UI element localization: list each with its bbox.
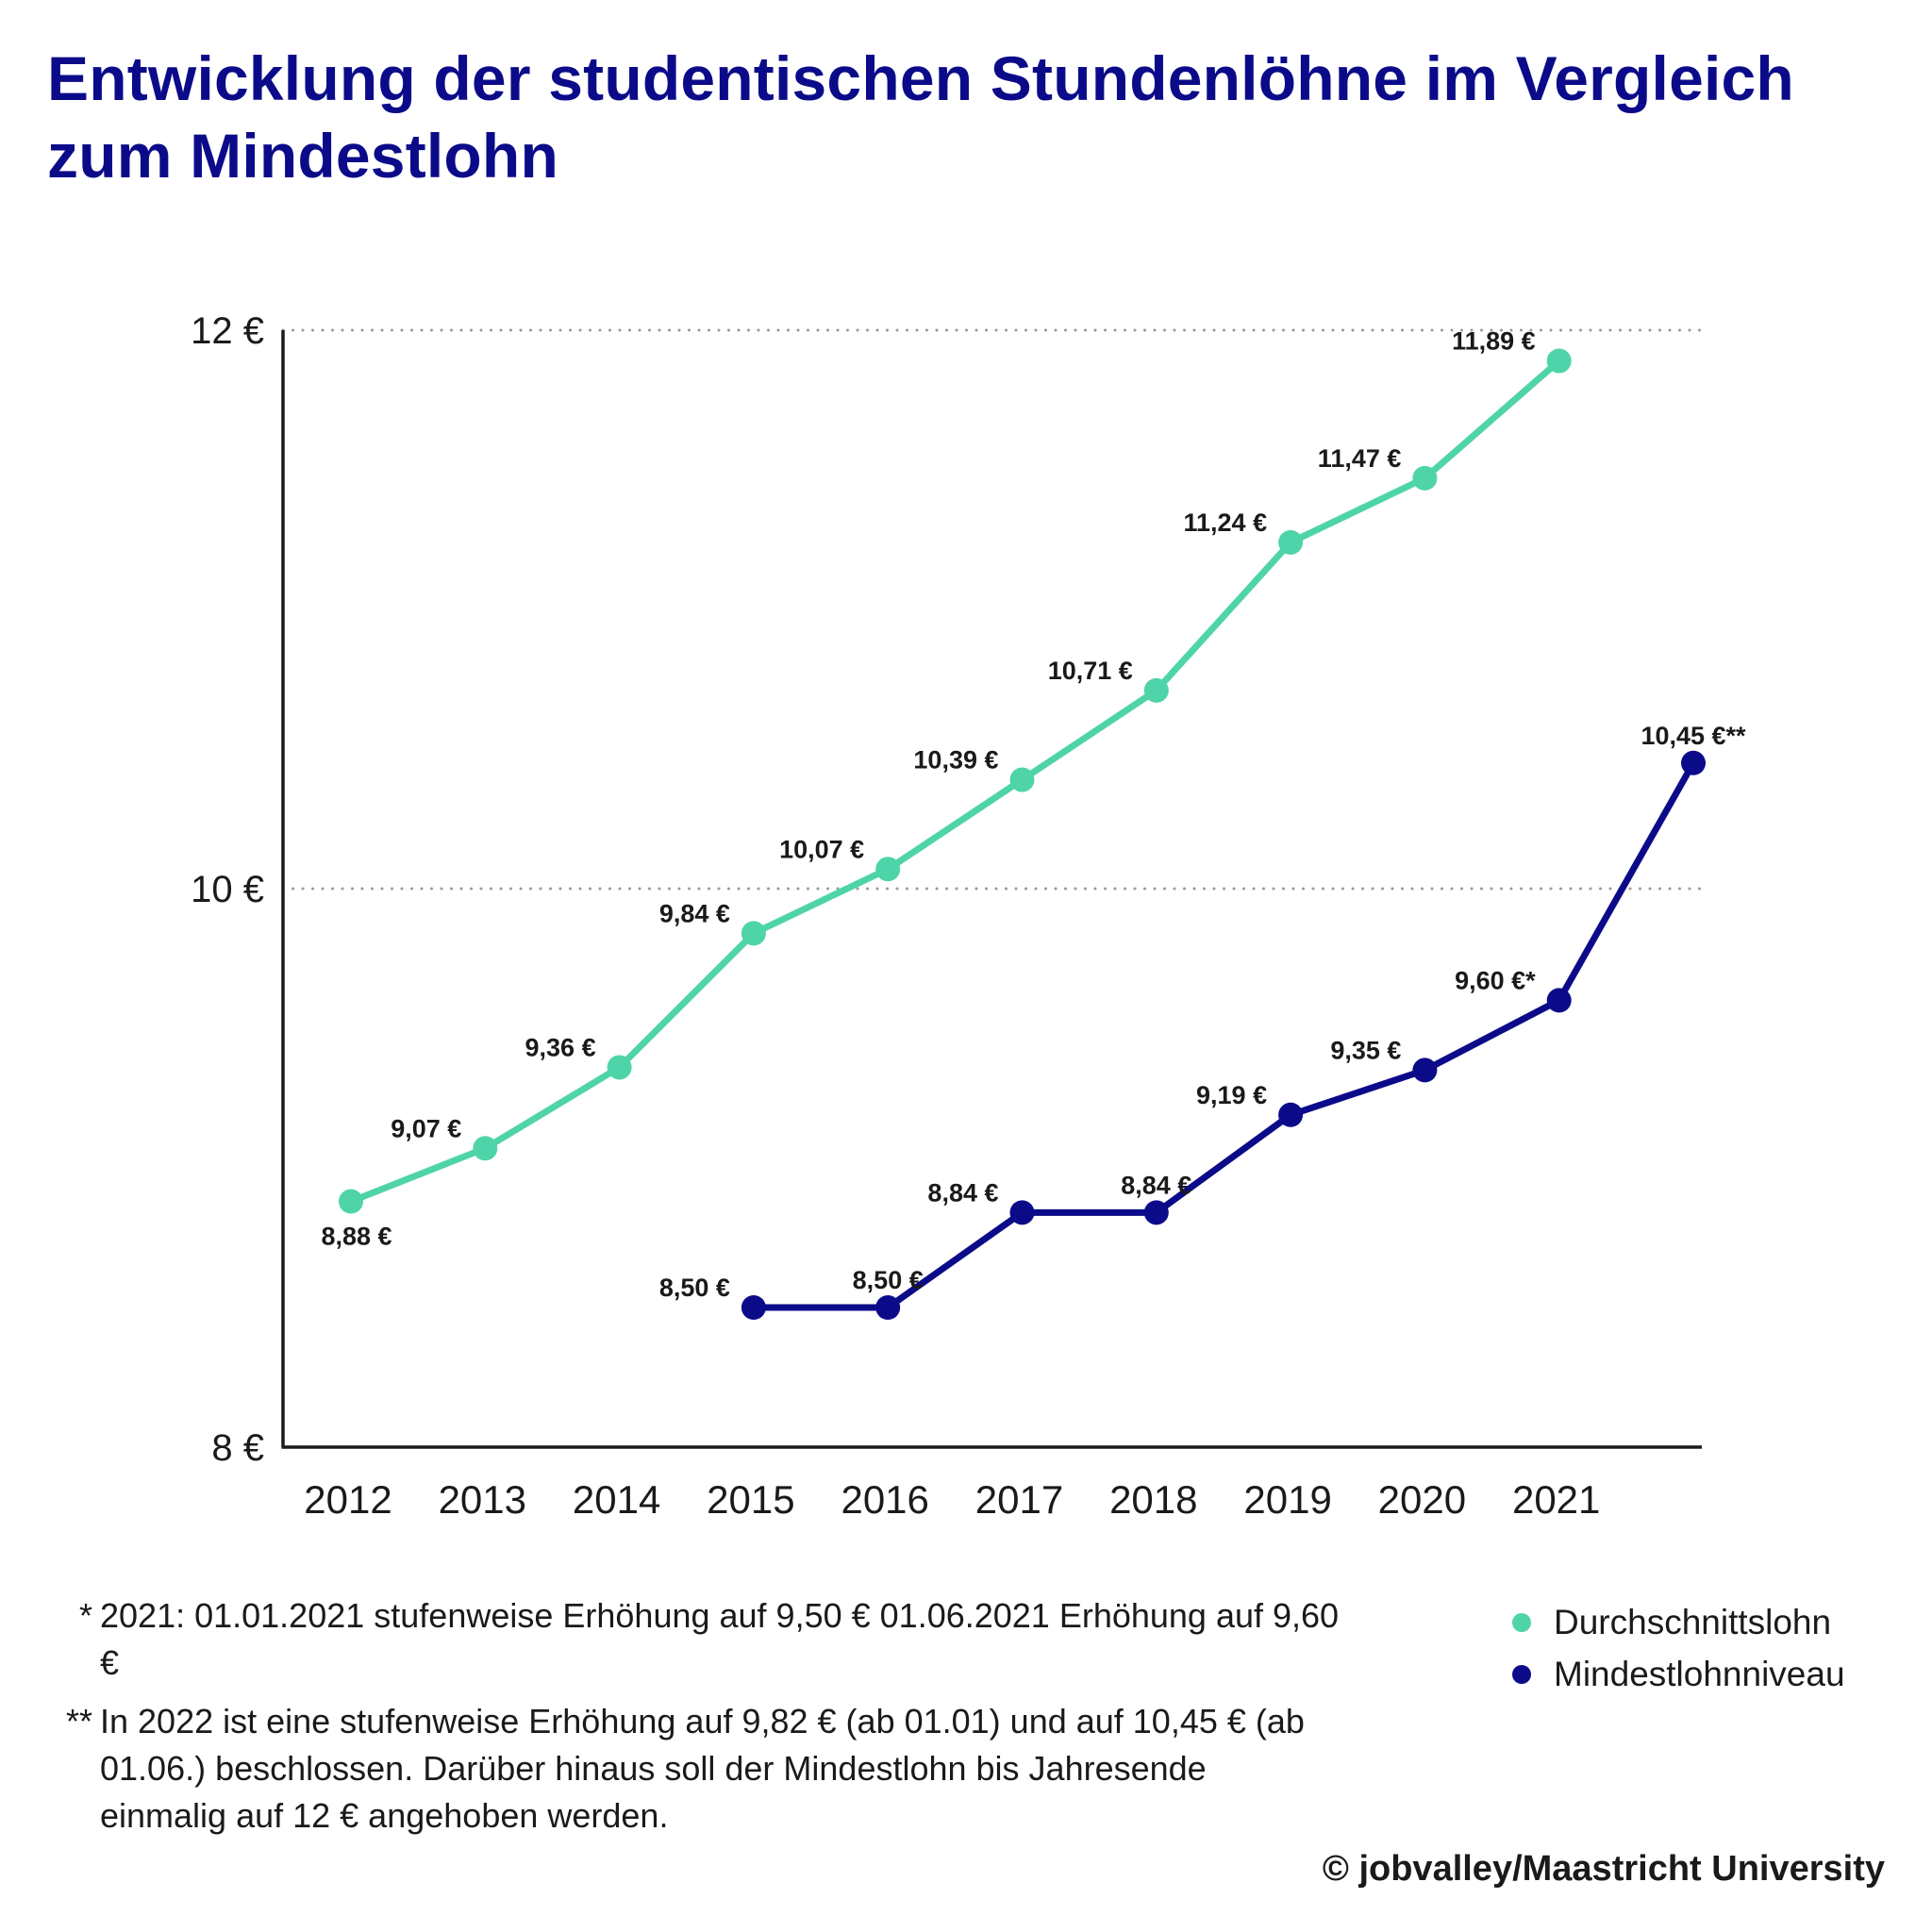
x-tick-label: 2015: [707, 1477, 794, 1522]
x-tick-label: 2012: [304, 1477, 391, 1522]
legend-item-durchschnittslohn: Durchschnittslohn: [1512, 1596, 1845, 1648]
x-tick-label: 2019: [1243, 1477, 1331, 1522]
data-label: 8,50 €: [853, 1266, 924, 1294]
data-label: 9,60 €*: [1455, 966, 1536, 994]
legend-label: Mindestlohnniveau: [1554, 1655, 1845, 1693]
data-label: 10,71 €: [1048, 657, 1133, 685]
x-tick-label: 2017: [975, 1477, 1063, 1522]
x-tick-label: 2021: [1512, 1477, 1600, 1522]
data-label: 8,88 €: [321, 1223, 391, 1251]
legend: Durchschnittslohn Mindestlohnniveau: [1512, 1596, 1845, 1700]
y-axis-ticks: 8 € 10 € 12 €: [191, 310, 264, 1469]
data-label: 11,89 €: [1452, 327, 1536, 356]
data-point: [1143, 1200, 1169, 1225]
x-axis-ticks: 2012 2013 2014 2015 2016 2017 2018 2019 2020 2021: [304, 1477, 1600, 1522]
data-point: [1681, 750, 1706, 775]
data-label: 9,35 €: [1330, 1036, 1401, 1064]
legend-dot-icon: [1512, 1612, 1531, 1632]
data-label: 9,19 €: [1196, 1081, 1267, 1109]
data-label: 11,24 €: [1184, 508, 1268, 537]
series-layer: [339, 348, 1706, 1320]
data-point: [1143, 677, 1169, 703]
data-label: 9,36 €: [525, 1033, 596, 1061]
x-tick-label: 2014: [573, 1477, 660, 1522]
data-point: [473, 1136, 498, 1161]
axes: [281, 330, 1702, 1449]
gridlines: [281, 328, 1704, 891]
data-point: [875, 1295, 901, 1320]
data-point: [875, 857, 901, 882]
footnote-2-mark: **: [65, 1702, 92, 1740]
x-tick-label: 2016: [841, 1477, 928, 1522]
data-point: [1412, 1058, 1438, 1083]
data-point: [1546, 348, 1572, 374]
series-line-mindestlohnniveau: [750, 759, 1697, 1311]
data-label: 8,50 €: [659, 1274, 730, 1302]
y-tick-label: 12 €: [191, 310, 264, 352]
footnote-2-text: In 2022 ist eine stufenweise Erhöhung au…: [100, 1702, 1305, 1835]
line-chart: 8 € 10 € 12 € 2012 2013 2014 2015 2016 2017 2018…: [191, 310, 1746, 1522]
chart-title: Entwicklung der studentischen Stundenlöh…: [47, 40, 1896, 194]
data-point: [1278, 1102, 1304, 1127]
chart-title-line-1: Entwicklung der studentischen Stundenlöh…: [47, 43, 1794, 113]
data-label: 10,39 €: [913, 746, 998, 774]
data-point: [741, 1295, 766, 1320]
data-point: [1278, 529, 1304, 555]
legend-item-mindestlohnniveau: Mindestlohnniveau: [1512, 1648, 1845, 1700]
series-line-durchschnittslohn: [347, 358, 1563, 1206]
data-point: [339, 1189, 363, 1214]
data-label: 10,45 €**: [1641, 722, 1746, 750]
chart-title-line-2: zum Mindestlohn: [47, 121, 558, 191]
footnote-1: * 2021: 01.01.2021 stufenweise Erhöhung …: [47, 1592, 1368, 1687]
data-point: [741, 921, 766, 946]
data-label: 8,84 €: [927, 1178, 998, 1207]
data-label: 10,07 €: [779, 835, 864, 863]
footnote-1-mark: *: [78, 1596, 92, 1635]
x-tick-label: 2013: [439, 1477, 526, 1522]
data-labels: 8,88 € 9,07 € 9,36 € 9,84 € 10,07 € 10,39 € 10…: [321, 327, 1746, 1302]
data-point: [1546, 988, 1572, 1013]
data-label: 9,07 €: [391, 1114, 461, 1142]
data-point: [1412, 465, 1438, 491]
data-point: [1009, 1200, 1035, 1225]
data-point: [1009, 767, 1035, 792]
y-tick-label: 8 €: [211, 1427, 264, 1469]
x-tick-label: 2018: [1109, 1477, 1197, 1522]
x-tick-label: 2020: [1378, 1477, 1466, 1522]
y-tick-label: 10 €: [191, 869, 264, 910]
data-label: 8,84 €: [1121, 1171, 1191, 1199]
footnote-1-text: 2021: 01.01.2021 stufenweise Erhöhung au…: [100, 1596, 1340, 1682]
legend-label: Durchschnittslohn: [1554, 1603, 1832, 1641]
data-label: 11,47 €: [1318, 444, 1402, 473]
legend-dot-icon: [1512, 1664, 1531, 1684]
data-label: 9,84 €: [659, 899, 730, 927]
footnote-2: ** In 2022 ist eine stufenweise Erhöhung…: [47, 1698, 1368, 1840]
source-credit: © jobvalley/Maastricht University: [1322, 1849, 1885, 1889]
data-point: [607, 1055, 632, 1080]
footnotes: * 2021: 01.01.2021 stufenweise Erhöhung …: [47, 1592, 1368, 1851]
